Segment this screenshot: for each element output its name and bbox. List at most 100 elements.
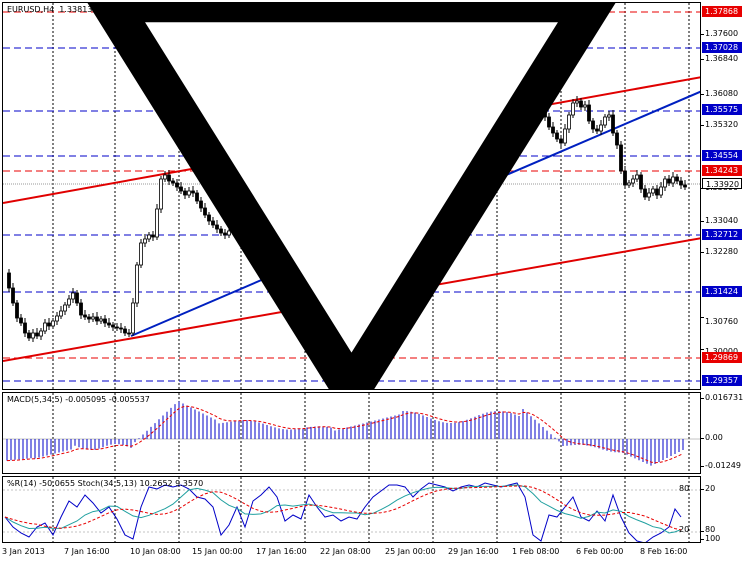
time-axis[interactable]: 3 Jan 2013 7 Jan 16:00 10 Jan 08:00 15 J… xyxy=(2,543,701,562)
price-chart-pane[interactable]: EURUSD,H4 1.33813 1.34077 1.33648 1.3392… xyxy=(2,2,701,390)
candle-body xyxy=(663,178,667,188)
candle-body xyxy=(567,114,571,130)
candle-body xyxy=(223,232,227,236)
candle-body xyxy=(623,170,627,186)
candle-body xyxy=(155,208,159,238)
candle-body xyxy=(607,114,611,118)
candle-body xyxy=(47,322,51,327)
candle-body xyxy=(83,314,87,318)
price-tick: 1.32280 xyxy=(705,247,739,256)
candle-body xyxy=(583,104,587,108)
level-badge-blue: 1.37028 xyxy=(702,42,742,53)
time-label: 29 Jan 16:00 xyxy=(448,547,499,556)
candle-body xyxy=(79,302,83,316)
candle-body xyxy=(63,304,67,312)
stochastic-scale[interactable]: 20 80 100 xyxy=(701,476,744,543)
candle-body xyxy=(139,242,143,266)
price-tick: 1.35320 xyxy=(705,120,739,129)
stoch-signal-line xyxy=(4,485,682,531)
candle-body xyxy=(127,332,131,335)
candle-body xyxy=(683,184,687,188)
time-label: 17 Jan 16:00 xyxy=(256,547,307,556)
stochastic-indicator-pane[interactable]: %R(14) -50.0655 Stoch(34,5,13) 10.2652 9… xyxy=(2,476,701,543)
candle-body xyxy=(19,317,23,324)
candle-body xyxy=(547,116,551,128)
level-badge-blue: 1.29357 xyxy=(702,375,742,386)
candle-body xyxy=(171,180,175,184)
candle-body xyxy=(103,318,107,324)
candle-body xyxy=(175,182,179,188)
time-label: 1 Feb 08:00 xyxy=(512,547,560,556)
candle-body xyxy=(203,207,207,216)
candle-body xyxy=(655,188,659,196)
stoch-tick: 80 xyxy=(705,525,716,534)
candle-body xyxy=(11,287,15,304)
price-tick: 1.36080 xyxy=(705,89,739,98)
price-tick: 1.37600 xyxy=(705,29,739,38)
level-badge-blue: 1.32712 xyxy=(702,229,742,240)
stoch-level-label: 20 xyxy=(679,525,690,534)
candle-body xyxy=(671,176,675,184)
candle-body xyxy=(675,176,679,182)
level-badge-red: 1.37868 xyxy=(702,6,742,17)
price-tick: 1.36840 xyxy=(705,54,739,63)
candle-body xyxy=(207,214,211,222)
candle-body xyxy=(183,190,187,196)
candle-body xyxy=(591,120,595,130)
candle-body xyxy=(595,128,599,132)
candle-body xyxy=(667,178,671,184)
candle-body xyxy=(143,238,147,244)
candle-body xyxy=(35,332,39,337)
candle-body xyxy=(559,138,563,144)
candle-body xyxy=(39,330,43,337)
candle-body xyxy=(151,234,155,238)
candle-body xyxy=(87,316,91,320)
candle-body xyxy=(59,310,63,317)
candle-body xyxy=(111,324,115,328)
candle-body xyxy=(31,332,35,339)
candle-body xyxy=(651,188,655,194)
candle-body xyxy=(599,124,603,132)
candle-body xyxy=(159,178,163,210)
candle-body xyxy=(215,224,219,230)
candle-body xyxy=(575,100,579,104)
candle-body xyxy=(199,200,203,209)
price-tick: 1.30000 xyxy=(705,347,738,356)
price-tick: 1.33040 xyxy=(705,216,739,225)
level-badge-red: 1.29869 xyxy=(702,352,742,363)
candle-body xyxy=(123,328,127,334)
candle-body xyxy=(643,188,647,198)
candle-body xyxy=(71,292,75,300)
candle-body xyxy=(679,180,683,186)
time-label: 3 Jan 2013 xyxy=(2,547,45,556)
candle-body xyxy=(191,190,195,194)
candle-body xyxy=(43,322,47,332)
candle-body xyxy=(555,132,559,140)
arrow-down-icon xyxy=(87,3,616,389)
candle-body xyxy=(187,190,191,196)
candle-body xyxy=(619,144,623,172)
candle-body xyxy=(587,104,591,122)
candle-body xyxy=(179,186,183,192)
macd-canvas[interactable] xyxy=(3,393,700,473)
candle-body xyxy=(219,228,223,234)
candle-body xyxy=(15,302,19,319)
macd-tick: 0.00 xyxy=(705,433,723,442)
candle-body xyxy=(7,272,11,289)
price-scale[interactable]: 1.37600 1.36840 1.36080 1.35320 1.33800 … xyxy=(701,2,744,390)
candle-body xyxy=(227,230,231,236)
macd-indicator-pane[interactable]: MACD(5,34,5) -0.005095 -0.005537 xyxy=(2,392,701,474)
time-label: 25 Jan 00:00 xyxy=(385,547,436,556)
candle-body xyxy=(51,320,55,327)
candle-body xyxy=(99,318,103,322)
candle-body xyxy=(659,186,663,196)
stochastic-canvas[interactable] xyxy=(3,477,700,542)
candle-body xyxy=(551,126,555,134)
macd-scale[interactable]: 0.016731 0.00 -0.01249 xyxy=(701,392,744,474)
candle-body xyxy=(23,322,27,334)
candle-body xyxy=(135,264,139,304)
level-badge-blue: 1.35575 xyxy=(702,104,742,115)
stoch-tick: 100 xyxy=(705,534,721,543)
macd-title: MACD(5,34,5) -0.005095 -0.005537 xyxy=(7,395,150,404)
candle-body xyxy=(27,332,31,339)
